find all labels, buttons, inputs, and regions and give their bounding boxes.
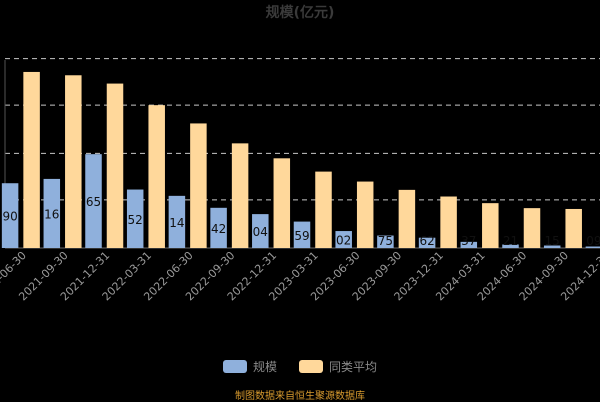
bar-scale-2023-03-31[interactable] bbox=[293, 221, 311, 248]
legend-item-peer-average[interactable]: 同类平均 bbox=[299, 358, 377, 375]
bar-peer-average-2021-09-30[interactable] bbox=[65, 75, 82, 248]
bar-value-label-2022-12-31: 04 bbox=[253, 225, 268, 239]
bar-peer-average-2023-09-30[interactable] bbox=[398, 189, 416, 248]
legend-swatch-scale bbox=[222, 360, 247, 373]
bar-peer-average-2022-03-31[interactable] bbox=[148, 105, 165, 248]
bar-scale-2024-03-31[interactable] bbox=[460, 241, 478, 248]
chart-title: 规模(亿元) bbox=[266, 4, 335, 21]
bar-scale-2023-06-30[interactable] bbox=[335, 231, 352, 248]
bar-value-label-2021-09-30: 16 bbox=[44, 207, 59, 221]
bar-value-label-2024-03-31: 37 bbox=[461, 234, 476, 248]
bar-value-label-2023-09-30: 75 bbox=[378, 234, 393, 248]
bar-peer-average-2021-12-31[interactable] bbox=[106, 83, 124, 248]
bar-peer-average-2024-03-31[interactable] bbox=[482, 203, 499, 248]
bar-value-label-2023-06-30: 02 bbox=[336, 234, 351, 248]
bar-scale-2021-09-30[interactable] bbox=[43, 178, 61, 248]
bar-value-labels: 90 16 65 52 14 42 04 59 02 75 62 37 21 15 09 bbox=[2, 195, 600, 248]
bar-scale-2024-06-30[interactable] bbox=[502, 244, 519, 248]
legend-item-scale[interactable]: 规模 bbox=[222, 358, 277, 375]
bars bbox=[1, 71, 600, 249]
bar-scale-2022-12-31[interactable] bbox=[252, 214, 269, 248]
bar-value-label-2024-12-31: 09 bbox=[586, 234, 600, 248]
bar-scale-2022-06-30[interactable] bbox=[168, 195, 186, 248]
bar-value-label-2022-06-30: 14 bbox=[169, 216, 184, 230]
bar-value-label-2024-09-30: 15 bbox=[545, 234, 560, 248]
legend-label-peer-average: 同类平均 bbox=[329, 360, 378, 374]
bar-peer-average-2022-06-30[interactable] bbox=[190, 123, 207, 248]
bar-peer-average-2023-03-31[interactable] bbox=[315, 171, 332, 248]
grid-lines bbox=[5, 58, 600, 201]
bar-peer-average-2022-12-31[interactable] bbox=[273, 158, 291, 248]
bar-peer-average-2024-06-30[interactable] bbox=[523, 208, 541, 248]
data-source-note: 制图数据来自恒生聚源数据库 bbox=[235, 391, 365, 402]
bar-value-label-2023-03-31: 59 bbox=[294, 229, 309, 243]
bar-scale-2023-09-30[interactable] bbox=[377, 235, 394, 248]
bar-scale-2024-09-30[interactable] bbox=[543, 245, 561, 248]
bar-value-label-2022-09-30: 42 bbox=[211, 222, 226, 236]
bar-value-label-2021-12-31: 65 bbox=[86, 195, 101, 209]
legend: 规模 同类平均 bbox=[0, 358, 600, 375]
bar-value-label-2023-12-31: 62 bbox=[419, 234, 434, 248]
bar-peer-average-2024-09-30[interactable] bbox=[565, 208, 582, 248]
bar-scale-2021-12-31[interactable] bbox=[85, 154, 102, 248]
bar-peer-average-2023-12-31[interactable] bbox=[440, 196, 457, 248]
bar-peer-average-2023-06-30[interactable] bbox=[356, 181, 374, 248]
bar-value-label-2021-06-30: 90 bbox=[2, 210, 17, 224]
bar-peer-average-2022-09-30[interactable] bbox=[231, 143, 249, 248]
bar-value-label-2022-03-31: 52 bbox=[128, 213, 143, 227]
bar-scale-2023-12-31[interactable] bbox=[418, 237, 436, 248]
bar-scale-2022-09-30[interactable] bbox=[210, 207, 227, 248]
bar-scale-2024-12-31[interactable] bbox=[585, 246, 600, 248]
x-tick-labels: 2021-06-302021-09-302021-12-312022-03-31… bbox=[0, 249, 600, 303]
bar-scale-2021-06-30[interactable] bbox=[1, 183, 19, 248]
bar-scale-2022-03-31[interactable] bbox=[126, 189, 144, 248]
bar-peer-average-2021-06-30[interactable] bbox=[23, 71, 40, 249]
legend-swatch-peer-average bbox=[299, 360, 323, 373]
bar-value-label-2024-06-30: 21 bbox=[503, 234, 518, 248]
legend-label-scale: 规模 bbox=[252, 360, 277, 374]
